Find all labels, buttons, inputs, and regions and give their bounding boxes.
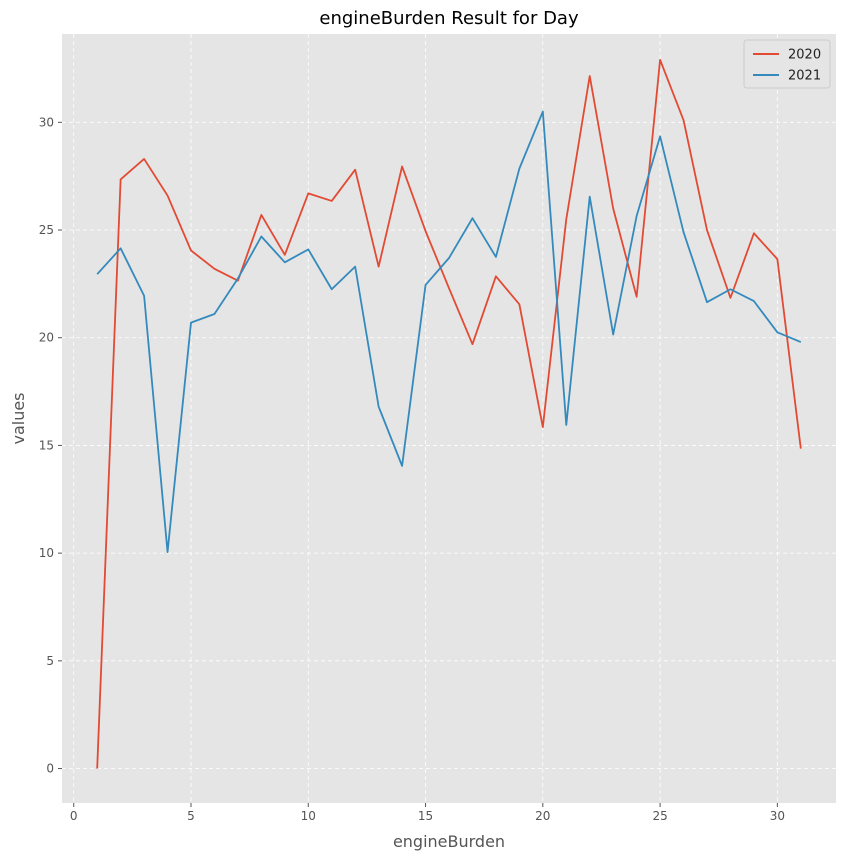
x-tick-label: 25 bbox=[652, 809, 667, 823]
series-2021 bbox=[96, 110, 802, 553]
x-axis-ticks: 0 5 10 15 20 25 30 bbox=[70, 803, 785, 823]
x-tick-label: 15 bbox=[418, 809, 433, 823]
x-tick-label: 0 bbox=[70, 809, 78, 823]
y-tick-label: 25 bbox=[39, 223, 54, 237]
y-axis-ticks: 0 5 10 15 20 25 30 bbox=[39, 115, 62, 776]
y-tick-label: 5 bbox=[46, 654, 54, 668]
x-tick-label: 5 bbox=[187, 809, 195, 823]
x-axis-label: engineBurden bbox=[393, 832, 505, 851]
y-axis-label: values bbox=[9, 392, 28, 444]
legend-label-2020: 2020 bbox=[788, 48, 821, 63]
chart-title: engineBurden Result for Day bbox=[319, 8, 579, 29]
y-tick-label: 10 bbox=[39, 546, 54, 560]
x-tick-label: 20 bbox=[535, 809, 550, 823]
legend: 2020 2021 bbox=[743, 39, 831, 89]
x-tick-label: 10 bbox=[301, 809, 316, 823]
series-2020 bbox=[96, 58, 802, 769]
legend-label-2021: 2021 bbox=[788, 69, 821, 84]
y-tick-label: 30 bbox=[39, 115, 54, 129]
y-tick-label: 15 bbox=[39, 438, 54, 452]
series-layer bbox=[96, 58, 802, 769]
y-tick-label: 0 bbox=[46, 762, 54, 776]
y-tick-label: 20 bbox=[39, 331, 54, 345]
plot-area bbox=[62, 34, 836, 803]
x-tick-label: 30 bbox=[770, 809, 785, 823]
